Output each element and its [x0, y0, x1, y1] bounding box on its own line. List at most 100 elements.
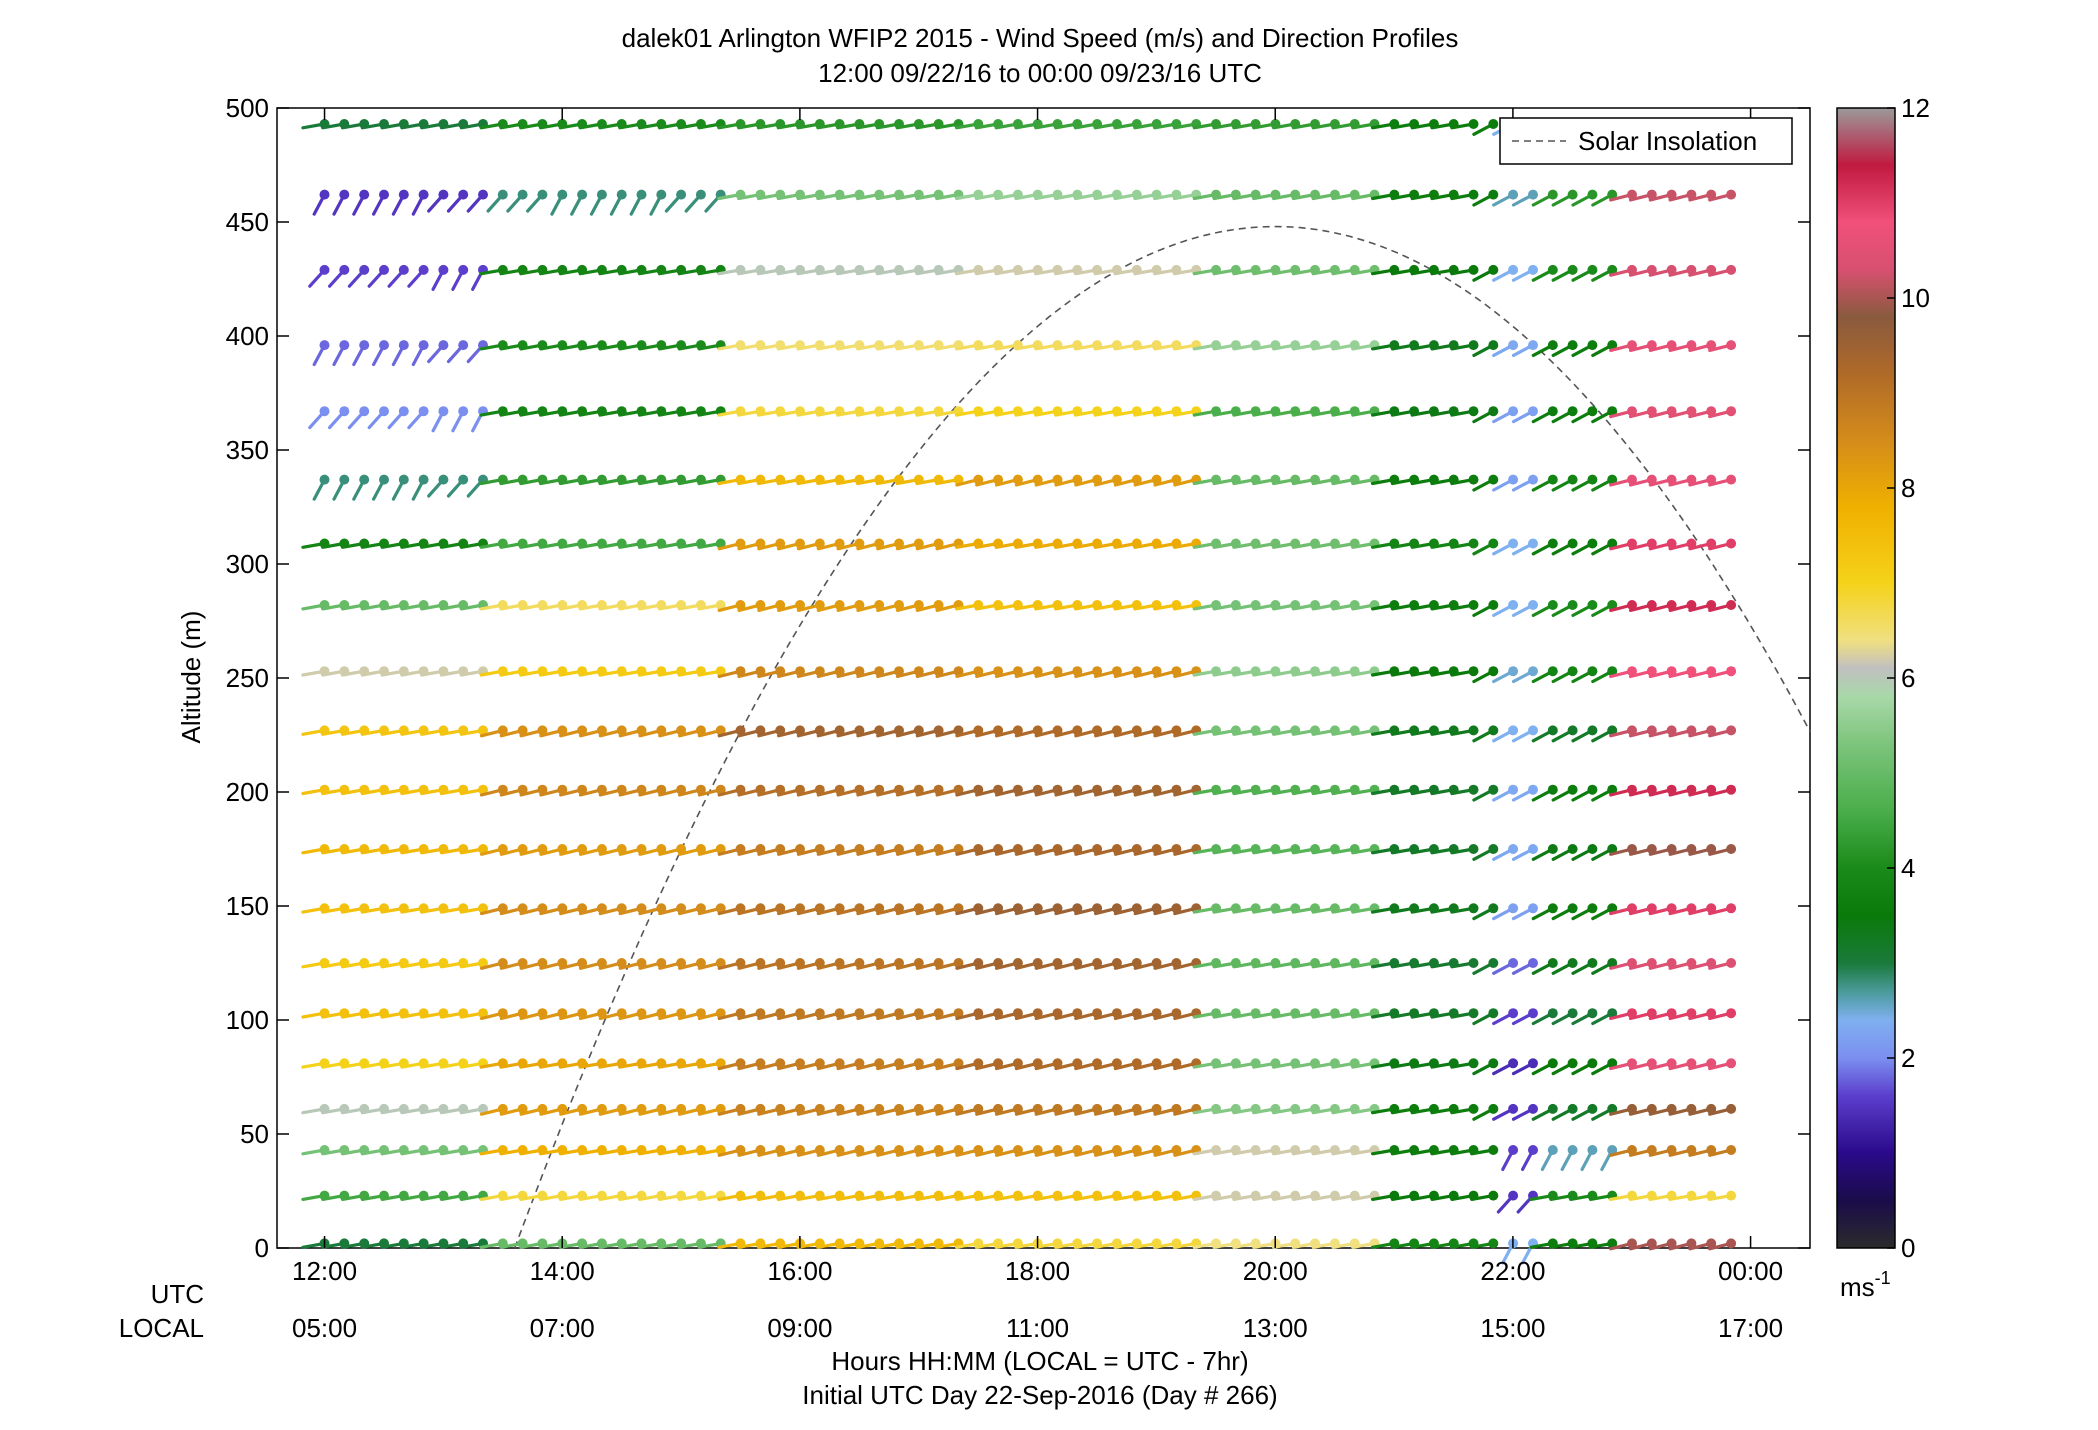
wind-barb: [1648, 600, 1677, 613]
wind-barb: [1531, 1103, 1558, 1121]
wind-barb-dot: [1587, 340, 1598, 351]
wind-barb-dot: [596, 784, 607, 795]
wind-barb: [1668, 1008, 1697, 1021]
wind-barb-dot: [715, 1145, 726, 1155]
wind-barb: [1668, 1058, 1697, 1071]
wind-barb-dot: [1547, 538, 1558, 549]
wind-barb-dot: [894, 538, 904, 549]
wind-barb-dot: [1686, 474, 1697, 485]
wind-barb-dot: [1686, 1145, 1697, 1155]
wind-barb: [1054, 903, 1083, 916]
wind-barb-dot: [1686, 600, 1697, 610]
wind-barb-dot: [795, 1008, 805, 1019]
wind-barb: [427, 340, 449, 364]
wind-barb: [598, 1103, 627, 1116]
wind-barb: [1708, 844, 1737, 856]
wind-barb-dot: [1508, 600, 1519, 610]
wind-barb: [915, 725, 944, 738]
wind-barb: [1531, 538, 1558, 556]
colorbar-unit-label: ms-1: [1840, 1268, 1891, 1302]
wind-barb: [629, 189, 647, 216]
wind-barb: [1450, 1008, 1479, 1019]
wind-barb-dot: [1468, 474, 1479, 485]
wind-barb: [1609, 784, 1637, 797]
wind-barb: [994, 1058, 1023, 1071]
wind-barb-dot: [1508, 725, 1519, 736]
wind-barb-dot: [1012, 725, 1023, 736]
wind-barb-dot: [1567, 340, 1578, 351]
wind-barb-dot: [1488, 1058, 1499, 1069]
wind-barb: [459, 1103, 488, 1115]
wind-barb: [796, 844, 825, 856]
wind-barb-dot: [398, 406, 409, 417]
wind-barb-dot: [894, 1145, 904, 1155]
wind-barb-dot: [913, 958, 924, 968]
wind-barb-dot: [894, 1058, 904, 1069]
wind-barb-dot: [1547, 1008, 1558, 1019]
wind-barb-dot: [1646, 1145, 1657, 1155]
wind-barb: [459, 784, 488, 796]
y-axis-label: Altitude (m): [176, 611, 206, 744]
wind-barb-dot: [695, 189, 706, 200]
wind-barb: [1668, 844, 1697, 856]
chart-title: dalek01 Arlington WFIP2 2015 - Wind Spee…: [622, 23, 1459, 53]
wind-barb: [1648, 784, 1677, 797]
wind-barb: [1074, 474, 1103, 487]
wind-barb-dot: [656, 1103, 667, 1114]
wind-barb-dot: [339, 189, 350, 200]
wind-barb-dot: [1607, 1103, 1618, 1114]
wind-barb: [717, 666, 746, 679]
wind-barb: [1571, 1058, 1598, 1076]
wind-barb: [757, 1145, 786, 1157]
wind-barb-dot: [1567, 1008, 1578, 1019]
wind-barb-dot: [517, 844, 528, 854]
wind-barb-dot: [1171, 844, 1182, 854]
wind-barb: [459, 725, 488, 736]
wind-barb: [1113, 1103, 1142, 1116]
wind-barb: [1472, 538, 1499, 556]
wind-barb-dot: [715, 958, 726, 968]
wind-barb-dot: [557, 844, 568, 854]
wind-barb-dot: [834, 784, 845, 795]
wind-barb-dot: [596, 1008, 607, 1019]
wind-barb-dot: [993, 474, 1004, 485]
wind-barb: [1628, 958, 1657, 970]
wind-barb: [559, 784, 588, 797]
wind-barb: [1074, 844, 1103, 856]
wind-barb: [1551, 1058, 1578, 1076]
wind-barb-dot: [676, 784, 687, 795]
wind-barb: [796, 666, 825, 679]
wind-barb: [1054, 474, 1083, 487]
wind-barb: [1531, 903, 1558, 921]
wind-barb-dot: [814, 958, 825, 968]
wind-barb: [1133, 474, 1162, 487]
wind-barb-dot: [537, 725, 548, 736]
wind-barb: [836, 1058, 865, 1071]
wind-barb-dot: [795, 784, 805, 795]
wind-barb-dot: [1587, 1058, 1598, 1069]
wind-barb-dot: [1528, 1058, 1538, 1069]
wind-barb-dot: [775, 844, 786, 854]
wind-barb: [578, 958, 607, 970]
wind-barb: [1472, 844, 1499, 861]
wind-barb: [1054, 1103, 1083, 1116]
wind-barb-dot: [1686, 189, 1697, 200]
wind-barb-dot: [854, 958, 865, 968]
wind-barb: [519, 725, 548, 738]
wind-barb-dot: [418, 264, 429, 275]
wind-barb-dot: [517, 903, 528, 914]
wind-barb-dot: [1726, 340, 1737, 351]
wind-barb-dot: [973, 1145, 984, 1155]
wind-barb: [994, 784, 1023, 797]
wind-barb-dot: [1072, 725, 1083, 736]
wind-barb-dot: [557, 725, 568, 736]
wind-barb-dot: [1012, 784, 1023, 795]
wind-barb: [1492, 903, 1519, 921]
wind-barb-dot: [537, 1103, 548, 1114]
wind-barb: [816, 784, 845, 797]
wind-barb: [816, 958, 845, 970]
wind-barb: [915, 1008, 944, 1021]
wind-barb: [352, 474, 370, 501]
wind-barb-dot: [1726, 958, 1737, 968]
wind-barb-dot: [1092, 1103, 1103, 1114]
